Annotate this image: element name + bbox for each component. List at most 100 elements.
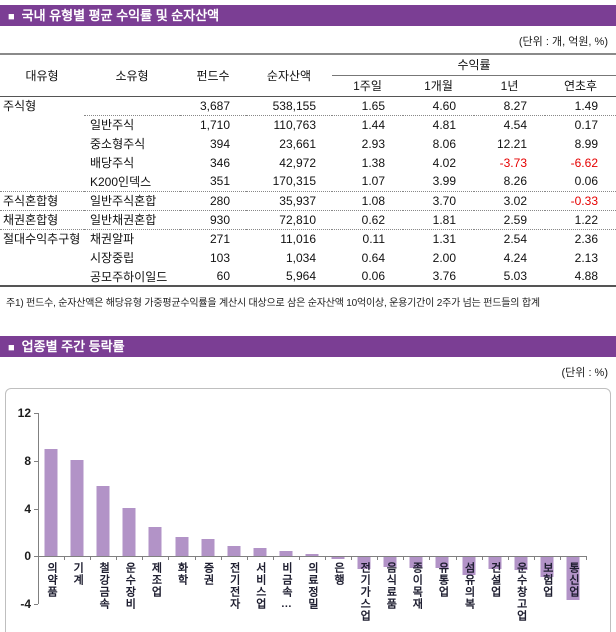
category-label: 기계 <box>71 562 84 586</box>
minor-type-cell: 일반채권혼합 <box>84 209 180 229</box>
table-row: 시장중립 103 1,034 0.64 2.00 4.24 2.13 <box>0 248 616 267</box>
minor-type-cell: 중소형주식 <box>90 137 146 151</box>
fund-count-cell: 346 <box>209 155 230 170</box>
x-axis-tick <box>585 556 587 560</box>
return-cell: 0.06 <box>574 174 598 189</box>
bar <box>331 557 345 559</box>
col-header: 소유형 <box>115 68 149 83</box>
x-axis-tick <box>559 556 561 560</box>
return-cell: 2.13 <box>574 250 598 265</box>
chart-plot: 12 8 4 0 -4 의약품 기계 철강금속 운수장비 제조업 화학 증권 전기전자 서비스업 비금속… 의… <box>18 407 587 622</box>
return-cell: 2.36 <box>545 228 616 248</box>
square-bullet-icon: ■ <box>8 342 15 354</box>
return-cell: -6.62 <box>570 155 598 170</box>
y-axis-tick <box>34 461 38 462</box>
x-axis-tick <box>38 556 39 560</box>
major-type-cell <box>0 115 84 134</box>
category-label: 전기가스업 <box>358 562 371 622</box>
fund-count-cell: 60 <box>216 269 230 283</box>
table-body: 주식형 3,687 538,155 1.65 4.60 8.27 1.49 일반주식 1,710… <box>0 96 616 286</box>
bar <box>462 557 476 575</box>
return-cell: 5.03 <box>503 269 527 283</box>
return-cell: 4.88 <box>574 269 598 283</box>
return-cell: 0.64 <box>361 250 385 265</box>
bar <box>96 486 110 556</box>
category-label: 화학 <box>176 562 189 586</box>
category-label: 비금속… <box>280 562 293 611</box>
category-slot: 운수창고업 <box>508 413 535 622</box>
fund-count-cell: 351 <box>209 174 230 189</box>
category-label: 보험업 <box>541 562 554 598</box>
bar <box>488 557 502 569</box>
bar <box>70 460 84 556</box>
return-cell: 8.06 <box>432 136 456 151</box>
section1-header: ■ 국내 유형별 평균 수익률 및 순자산액 <box>0 5 616 26</box>
section2-title: 업종별 주간 등락률 <box>21 339 125 354</box>
return-cell: 1.22 <box>545 209 616 229</box>
net-assets-cell: 5,964 <box>285 269 316 283</box>
bar <box>201 539 215 556</box>
bar <box>148 527 162 556</box>
return-cell: 8.27 <box>474 96 545 116</box>
category-slot: 서비스업 <box>247 413 274 610</box>
section2-header: ■ 업종별 주간 등락률 <box>0 336 616 357</box>
x-axis-tick <box>90 556 92 560</box>
category-slot: 은행 <box>325 413 353 604</box>
bar <box>357 557 371 569</box>
major-type-cell: 주식혼합형 <box>0 190 84 210</box>
x-axis-tick <box>455 556 457 560</box>
category-slot: 비금속… <box>273 413 300 611</box>
x-axis-tick <box>220 556 222 560</box>
x-axis-tick <box>429 556 431 560</box>
x-axis-tick <box>298 556 300 560</box>
return-cell: 2.93 <box>361 136 385 151</box>
net-assets-cell: 35,937 <box>246 190 332 210</box>
category-slot: 운수장비 <box>116 413 144 610</box>
x-axis-tick <box>272 556 274 560</box>
sub-header: 1개월 <box>424 79 453 93</box>
category-slot: 보험업 <box>534 413 561 604</box>
minor-type-cell: 일반주식 <box>90 118 135 133</box>
returns-group-header: 수익률 <box>332 54 616 76</box>
bar <box>435 557 449 568</box>
table-row: K200인덱스 351 170,315 1.07 3.99 8.26 0.06 <box>0 172 616 191</box>
major-type-cell: 채권혼합형 <box>0 209 84 229</box>
section2-unit-note: (단위 : %) <box>561 367 608 379</box>
y-axis-tick <box>34 604 38 605</box>
return-cell: 1.07 <box>361 174 385 189</box>
y-axis-tick-label: 12 <box>17 406 31 420</box>
return-cell: 1.08 <box>332 190 403 210</box>
table-row: 공모주하이일드 60 5,964 0.06 3.76 5.03 4.88 <box>0 267 616 286</box>
table-row: 중소형주식 394 23,661 2.93 8.06 12.21 8.99 <box>0 134 616 153</box>
x-axis-tick <box>142 556 144 560</box>
return-cell: 1.81 <box>403 209 474 229</box>
minor-type-cell <box>84 96 180 116</box>
table-row: 채권혼합형 일반채권혼합 930 72,810 0.62 1.81 2.59 1.22 <box>0 209 616 229</box>
bar <box>253 548 267 556</box>
x-axis-tick <box>64 556 66 560</box>
return-cell: 0.17 <box>574 117 598 132</box>
category-slot: 화학 <box>168 413 196 604</box>
category-slot: 의약품 <box>38 413 66 604</box>
bar <box>305 554 319 556</box>
return-cell: 3.70 <box>403 190 474 210</box>
fund-count-cell: 930 <box>180 209 246 229</box>
fund-count-cell: 103 <box>209 250 230 265</box>
category-label: 제조업 <box>149 562 162 598</box>
return-cell: 0.06 <box>361 269 385 283</box>
minor-type-cell: 채권알파 <box>84 228 180 248</box>
industry-weekly-change-chart: 12 8 4 0 -4 의약품 기계 철강금속 운수장비 제조업 화학 증권 전기전자 서비스업 비금속… 의… <box>5 388 611 632</box>
x-axis-line <box>38 556 586 557</box>
return-cell: 2.59 <box>474 209 545 229</box>
return-cell: 3.02 <box>474 190 545 210</box>
category-slot: 전기가스업 <box>351 413 379 622</box>
category-label: 의약품 <box>45 562 58 598</box>
category-label: 서비스업 <box>254 562 267 610</box>
return-cell: 1.49 <box>545 96 616 116</box>
bar <box>279 551 293 556</box>
return-cell: 3.76 <box>432 269 456 283</box>
minor-type-cell: 공모주하이일드 <box>90 269 168 284</box>
x-axis-tick <box>246 556 248 560</box>
minor-type-cell: K200인덱스 <box>90 174 152 189</box>
minor-type-cell: 일반주식혼합 <box>84 190 180 210</box>
